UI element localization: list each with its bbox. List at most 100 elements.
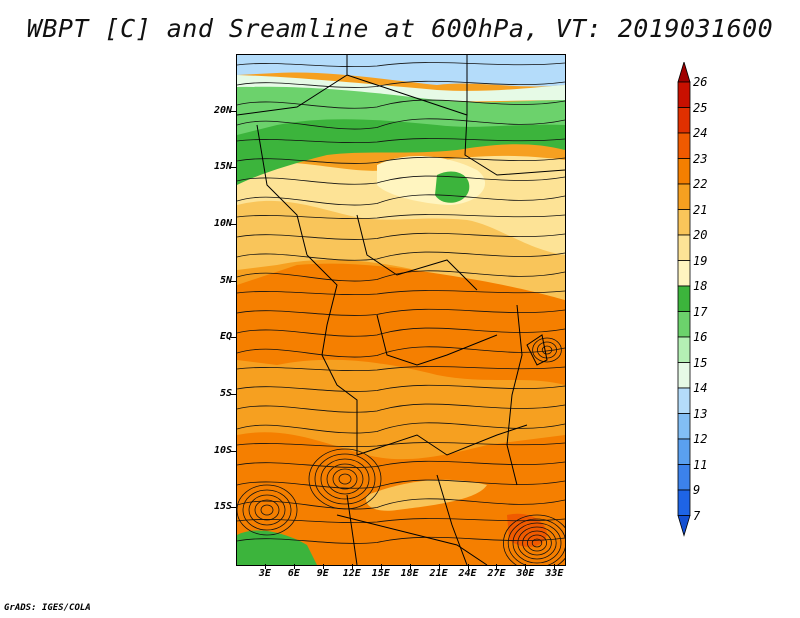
colorbar-level-label: 25 (693, 100, 708, 115)
vortex-ring (532, 337, 562, 363)
colorbar-swatch (677, 81, 691, 108)
streamline (237, 308, 565, 316)
lon-tick (467, 564, 469, 569)
lat-label: 5N (219, 274, 232, 286)
colorbar-swatch (677, 209, 691, 236)
vortex-ring (507, 518, 565, 565)
colorbar-level-label: 24 (693, 126, 708, 140)
colorbar-swatch (677, 336, 691, 363)
streamline (237, 138, 565, 144)
lon-label: 15E (371, 568, 390, 579)
vortex-ring (314, 453, 376, 505)
streamline (237, 214, 565, 220)
colorbar-level-label: 13 (693, 406, 708, 421)
vortex-ring (522, 530, 552, 556)
colorbar-swatch (677, 132, 691, 159)
colorbar-top-arrow (677, 62, 691, 83)
lon-label: 3E (258, 568, 271, 579)
colorbar-level-label: 9 (693, 483, 701, 497)
map-panel (236, 54, 566, 566)
vortex-ring (242, 489, 292, 531)
colorbar-level-label: 18 (693, 279, 708, 293)
colorbar-swatch (677, 183, 691, 210)
streamline (237, 346, 565, 358)
colorbar-swatch (677, 362, 691, 389)
colorbar-level-label: 26 (693, 75, 708, 89)
streamline (237, 232, 565, 240)
streamline (237, 422, 565, 434)
lat-label: 5S (219, 388, 232, 399)
colorbar-swatch (677, 107, 691, 134)
wbpt-streamline-map (237, 55, 565, 565)
colorbar-bottom-arrow (677, 515, 691, 537)
lat-tick (231, 224, 236, 225)
field-zone-14 (237, 55, 565, 87)
colorbar (677, 62, 691, 537)
streamlines (237, 62, 565, 565)
streamline (237, 251, 565, 261)
lon-tick (380, 564, 382, 569)
map-title: WBPT [C] and Sreamline at 600hPa, VT: 20… (26, 14, 774, 43)
lon-label: 27E (487, 568, 506, 579)
streamline (237, 99, 565, 109)
lat-tick (231, 507, 236, 509)
colorbar-swatch (677, 285, 691, 312)
streamline (237, 290, 565, 296)
lon-label: 18E (400, 568, 419, 579)
vortex-ring (254, 499, 280, 521)
streamline (237, 270, 565, 282)
field-zone-15 (237, 75, 565, 102)
lon-tick (525, 564, 527, 569)
lon-tick (496, 564, 498, 569)
colorbar-level-label: 15 (693, 355, 708, 370)
vortex-ring (320, 458, 370, 500)
colorbar-swatch (677, 413, 691, 440)
lat-tick (231, 450, 236, 452)
vortex-ring (260, 504, 274, 516)
vortex-ring (517, 526, 557, 560)
lat-label: 15N (213, 161, 232, 173)
colorbar-level-label: 22 (693, 177, 708, 191)
lon-tick (264, 564, 266, 569)
lon-tick (322, 564, 324, 569)
lon-tick (293, 564, 295, 569)
lon-tick (409, 564, 411, 569)
vortex-ring (338, 473, 352, 485)
streamline (237, 442, 565, 448)
colorbar-swatch (677, 489, 691, 516)
lon-label: 21E (429, 568, 448, 579)
colorbar-swatch (677, 158, 691, 185)
vortex-ring (248, 494, 286, 526)
lat-tick (231, 394, 236, 395)
vortex-ring (332, 468, 358, 490)
colorbar-swatch (677, 464, 691, 491)
lat-label: 20N (213, 104, 232, 116)
colorbar-level-label: 7 (693, 508, 701, 523)
country-borders (237, 55, 565, 565)
streamline (237, 403, 565, 413)
lon-tick (554, 564, 556, 569)
lon-label: 9E (316, 568, 329, 579)
lat-label: 10S (213, 444, 232, 456)
colorbar-level-label: 20 (693, 228, 708, 242)
streamline (237, 498, 565, 510)
colorbar-level-label: 16 (693, 330, 708, 344)
streamline (237, 156, 565, 164)
lat-tick (231, 337, 236, 339)
lon-label: 24E (458, 568, 477, 579)
streamline (237, 175, 565, 185)
lon-label: 12E (342, 568, 361, 579)
vortex-ring (541, 345, 553, 355)
streamline (237, 327, 565, 337)
colorbar-swatch (677, 438, 691, 465)
vortex-ring (526, 534, 547, 552)
colorbar-level-label: 12 (693, 432, 708, 446)
vortex-ring (326, 463, 364, 495)
lat-label: 15S (213, 501, 232, 513)
vortex-ring (503, 514, 565, 565)
vortex-ring (237, 484, 298, 536)
lat-label: EQ (219, 331, 232, 343)
streamline (237, 479, 565, 489)
colorbar-level-label: 17 (693, 304, 708, 319)
streamline (237, 118, 565, 130)
